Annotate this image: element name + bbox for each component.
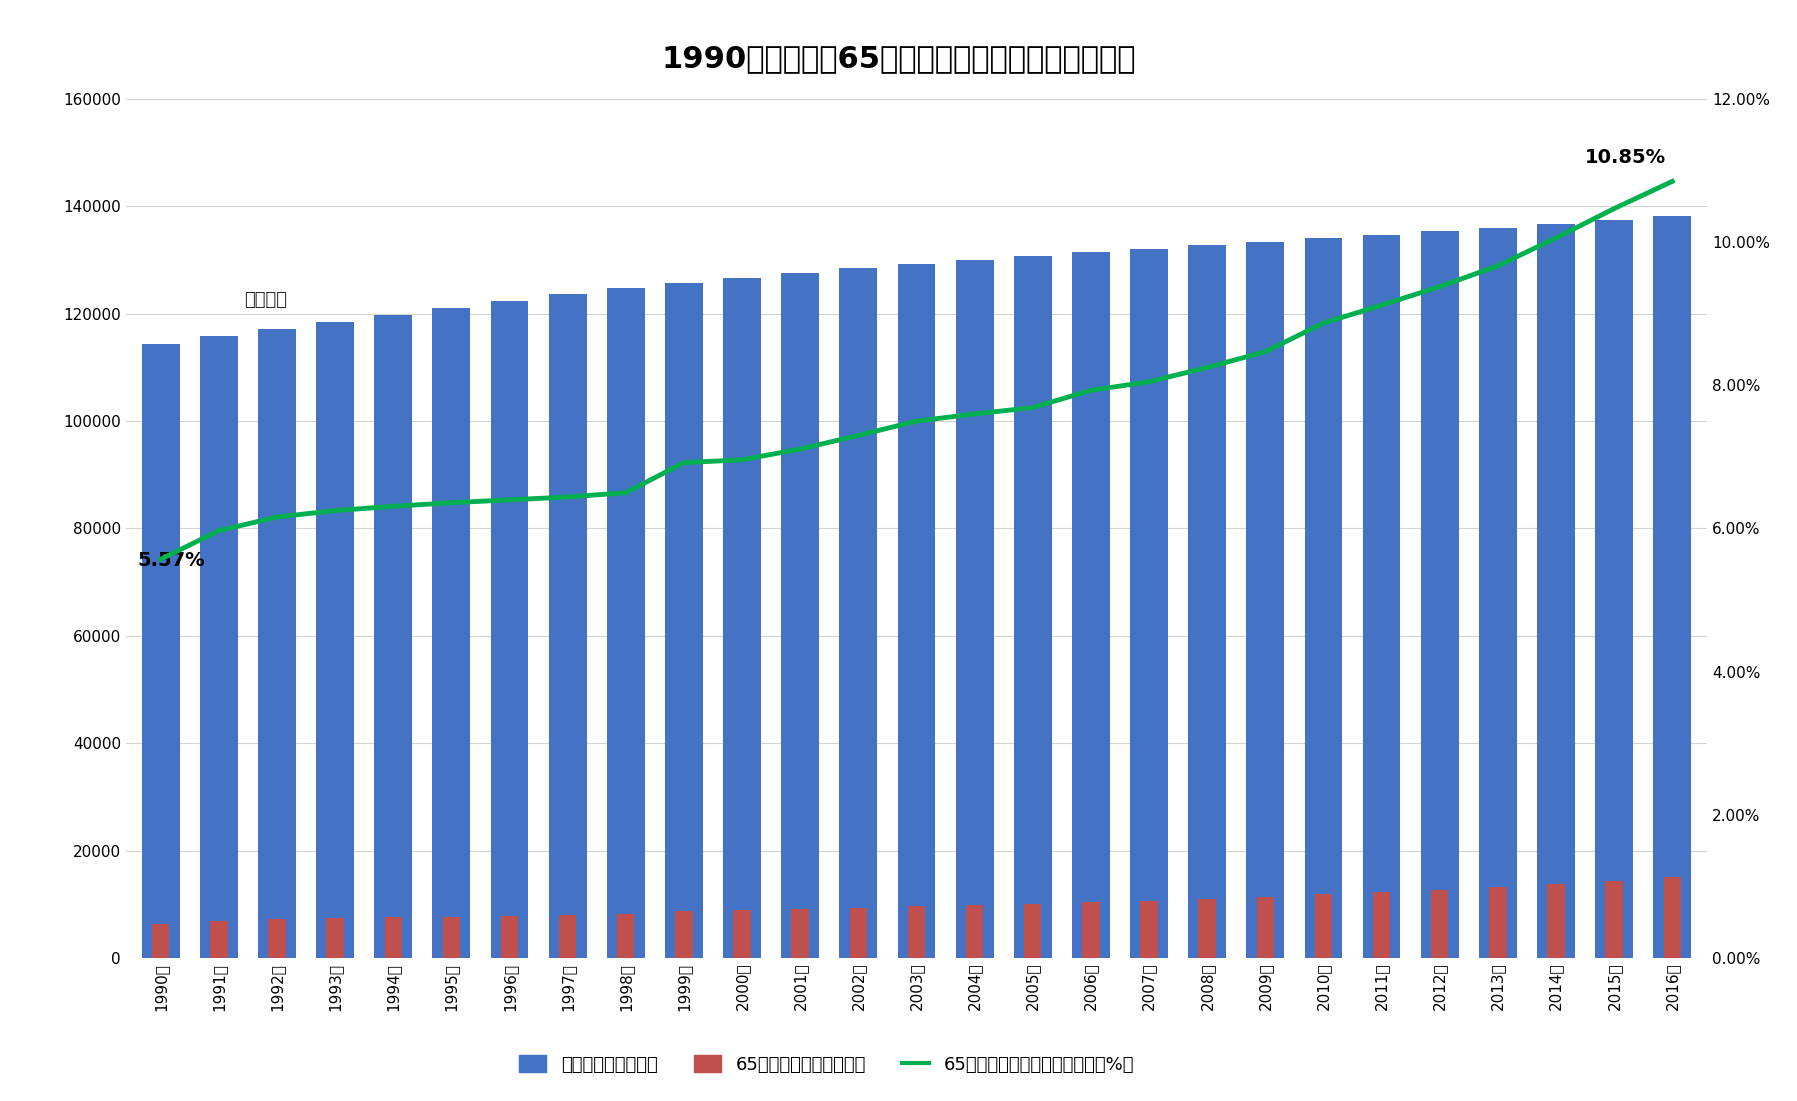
Bar [1362,235,1400,958]
Bar [1479,228,1517,958]
Bar [1490,887,1506,958]
Bar [559,915,577,958]
Text: 箴言真语: 箴言真语 [244,291,288,309]
Bar [268,919,286,958]
Bar [1141,901,1157,958]
Bar [442,916,460,958]
Bar [1547,884,1565,958]
Bar [897,264,936,958]
Bar [199,336,237,958]
Text: 5.57%: 5.57% [137,552,205,570]
Bar [1073,252,1111,958]
Bar [850,907,866,958]
Bar [616,914,634,958]
Bar [676,912,692,958]
Bar [1082,902,1100,958]
Bar [956,260,994,958]
Bar [1373,892,1391,958]
Bar [501,916,518,958]
Bar [1199,900,1217,958]
Bar [548,294,586,958]
Bar [1421,231,1459,958]
Bar [839,269,877,958]
Bar [1188,246,1226,958]
Bar [907,906,925,958]
Bar [1653,216,1691,958]
Bar [1536,224,1574,958]
Bar [259,329,297,958]
Bar [1305,238,1342,958]
Bar [665,283,703,958]
Bar [733,911,751,958]
Bar [327,918,343,958]
Text: 1990年以来中国65岁及以上人口占总人口比例曲线: 1990年以来中国65岁及以上人口占总人口比例曲线 [661,44,1136,73]
Bar [1315,894,1332,958]
Bar [153,924,169,958]
Bar [433,308,471,958]
Bar [607,288,645,958]
Bar [782,273,819,958]
Bar [965,905,983,958]
Bar [491,301,528,958]
Bar [316,321,354,958]
Bar [210,920,228,958]
Text: 10.85%: 10.85% [1585,149,1666,167]
Bar [722,277,760,958]
Bar [1596,220,1633,958]
Bar [374,315,412,958]
Bar [1430,890,1448,958]
Bar [791,909,809,958]
Bar [385,917,403,958]
Bar [1247,241,1285,958]
Bar [1024,904,1042,958]
Bar [1664,877,1680,958]
Bar [142,345,180,958]
Bar [1130,249,1168,958]
Bar [1256,897,1274,958]
Bar [1014,257,1051,958]
Legend: 年末总人口（万人）, 65岁及以上人口（万人）, 65岁及以上人口占总人口比例（%）: 年末总人口（万人）, 65岁及以上人口（万人）, 65岁及以上人口占总人口比例（… [512,1048,1141,1081]
Bar [1605,881,1623,958]
